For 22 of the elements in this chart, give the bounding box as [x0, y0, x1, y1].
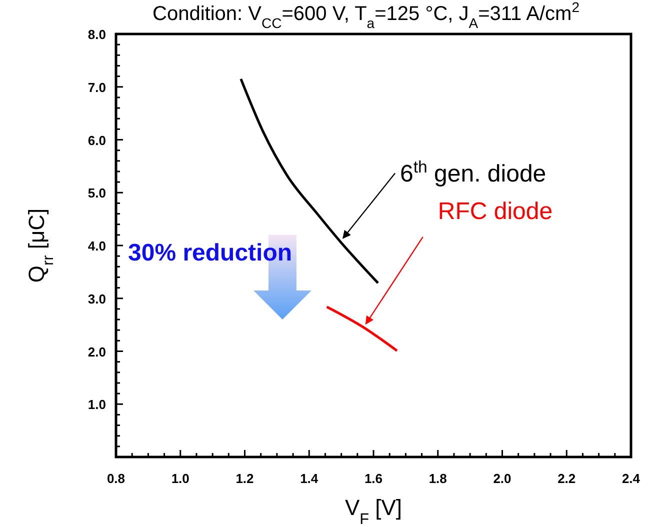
y-tick-label: 6.0	[88, 132, 106, 148]
x-tick-label: 1.6	[364, 471, 383, 486]
y-tick-label: 7.0	[88, 80, 106, 95]
x-tick-label: 0.8	[106, 471, 126, 486]
chart-title: Condition: V$_{CC}$=600 V, T$_{a}$=125 °C, J$_{A}$=311 A/cm$^{2}$	[152, 0, 580, 31]
annotation: 30% reduction	[128, 239, 292, 266]
text: 6$^{th}$ gen. diode	[400, 156, 546, 188]
y-tick-label: 4.0	[88, 238, 106, 254]
y-tick-label: 2.0	[88, 344, 106, 360]
x-tick-label: 1.2	[236, 471, 254, 486]
y-tick-label: 3.0	[88, 291, 106, 306]
x-tick-label: 2.4	[622, 471, 641, 486]
x-tick-label: 1.0	[171, 471, 190, 486]
y-tick-label: 1.0	[88, 397, 106, 412]
y-tick-label: 8.0	[88, 27, 106, 42]
x-tick-label: 1.8	[428, 471, 447, 486]
x-axis-title: V$_{F}$ [V]	[344, 495, 402, 527]
y-tick-label: 5.0	[88, 186, 106, 201]
x-tick-label: 2.2	[558, 471, 576, 486]
x-tick-label: 2.0	[493, 471, 512, 486]
text: RFC diode	[438, 198, 553, 225]
x-tick-label: 1.4	[300, 471, 319, 486]
